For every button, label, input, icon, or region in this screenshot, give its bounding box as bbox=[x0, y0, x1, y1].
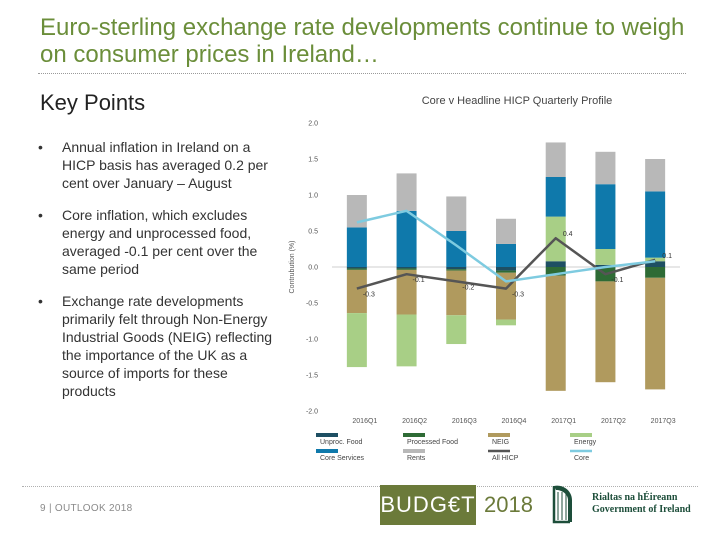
x-tick-label: 2016Q4 bbox=[502, 418, 527, 425]
legend-swatch bbox=[403, 449, 425, 453]
bar-segment-rents bbox=[446, 196, 467, 231]
legend-label: Core Services bbox=[320, 455, 364, 462]
legend-label: Processed Food bbox=[407, 439, 458, 446]
bar-segment-neig bbox=[396, 269, 417, 315]
legend-swatch bbox=[316, 433, 338, 437]
y-tick-label: 2.0 bbox=[308, 121, 318, 128]
hicp-data-label: -0.3 bbox=[363, 292, 375, 299]
y-tick-label: 0.5 bbox=[308, 229, 318, 236]
y-tick-label: 1.0 bbox=[308, 193, 318, 200]
y-tick-label: 1.5 bbox=[308, 157, 318, 164]
bar-segment-processed-food bbox=[446, 269, 467, 271]
bar-segment-energy bbox=[595, 249, 616, 265]
bullet-annual-inflation: Annual inflation in Ireland on a HICP ba… bbox=[36, 138, 276, 192]
bar-segment-processed-food bbox=[396, 268, 417, 270]
bar-segment-neig bbox=[446, 270, 467, 316]
x-tick-label: 2017Q2 bbox=[601, 418, 626, 425]
bar-segment-unproc-food bbox=[396, 267, 417, 269]
title-divider bbox=[38, 73, 686, 74]
line-all-hicp bbox=[356, 236, 656, 290]
bar-segment-rents bbox=[396, 173, 417, 211]
bar-segment-core-services bbox=[346, 227, 367, 267]
x-tick-label: 2016Q2 bbox=[402, 418, 427, 425]
legend-swatch bbox=[403, 433, 425, 437]
legend-swatch bbox=[570, 433, 592, 437]
government-logo: Rialtas na hÉireann Government of Irelan… bbox=[548, 482, 698, 526]
bar-segment-unproc-food bbox=[496, 267, 516, 271]
legend-label: NEIG bbox=[492, 439, 509, 446]
bullet-exchange-rate: Exchange rate developments primarily fel… bbox=[36, 292, 276, 400]
bar-segment-processed-food bbox=[545, 267, 566, 276]
hicp-data-label: 0.1 bbox=[662, 253, 672, 260]
y-tick-label: -0.5 bbox=[306, 301, 318, 308]
x-tick-label: 2016Q1 bbox=[352, 418, 377, 425]
legend-label: All HICP bbox=[492, 455, 519, 462]
bar-segment-rents bbox=[595, 151, 616, 185]
bar-segment-rents bbox=[645, 159, 666, 192]
hicp-data-label: -0.2 bbox=[462, 284, 474, 291]
chart-title: Core v Headline HICP Quarterly Profile bbox=[422, 95, 613, 107]
x-tick-label: 2017Q3 bbox=[651, 418, 676, 425]
bar-segment-unproc-food bbox=[645, 261, 666, 267]
key-points-heading: Key Points bbox=[40, 90, 146, 115]
bar-segment-unproc-food bbox=[346, 267, 367, 269]
hicp-data-label: -0.1 bbox=[413, 277, 425, 284]
y-tick-label: -1.5 bbox=[306, 373, 318, 380]
bar-segment-unproc-food bbox=[446, 267, 467, 270]
bar-segment-energy bbox=[645, 257, 666, 262]
bar-segment-neig bbox=[545, 275, 566, 391]
budget-logo: BUDG€T 2018 bbox=[380, 485, 533, 525]
bar-segment-core-services bbox=[595, 184, 616, 249]
bar-segment-core-services bbox=[496, 243, 516, 267]
bar-segment-neig bbox=[595, 281, 616, 383]
gov-irish-name: Rialtas na hÉireann bbox=[592, 492, 678, 503]
bar-segment-processed-food bbox=[496, 270, 516, 273]
line-core bbox=[356, 209, 656, 283]
gov-english-name: Government of Ireland bbox=[592, 504, 691, 515]
bar-segment-rents bbox=[346, 195, 367, 228]
budget-word: BUDG€T bbox=[380, 485, 476, 525]
key-points-list: Annual inflation in Ireland on a HICP ba… bbox=[36, 138, 276, 414]
y-tick-label: -1.0 bbox=[306, 337, 318, 344]
harp-icon bbox=[552, 485, 572, 524]
bar-segment-energy bbox=[346, 313, 367, 368]
legend-label: Energy bbox=[574, 439, 597, 446]
legend-label: Unproc. Food bbox=[320, 439, 363, 446]
legend-label: Rents bbox=[407, 455, 426, 462]
legend-swatch bbox=[488, 433, 510, 437]
bar-segment-rents bbox=[496, 218, 516, 244]
y-tick-label: 0.0 bbox=[308, 265, 318, 272]
hicp-data-label: 0.4 bbox=[563, 231, 573, 238]
budget-year: 2018 bbox=[484, 492, 533, 517]
hicp-data-label: -0.3 bbox=[512, 292, 524, 299]
bar-segment-processed-food bbox=[346, 268, 367, 270]
x-tick-label: 2016Q3 bbox=[452, 418, 477, 425]
y-tick-label: -2.0 bbox=[306, 409, 318, 416]
bar-segment-core-services bbox=[446, 231, 467, 267]
hicp-data-label: -0.1 bbox=[611, 277, 623, 284]
bar-segment-core-services bbox=[545, 177, 566, 217]
bullet-core-inflation: Core inflation, which excludes energy an… bbox=[36, 206, 276, 278]
footer-divider bbox=[22, 486, 698, 487]
page-title: Euro-sterling exchange rate developments… bbox=[40, 14, 685, 68]
bar-segment-energy bbox=[396, 314, 417, 367]
bar-segment-core-services bbox=[645, 191, 666, 258]
bar-segment-unproc-food bbox=[545, 261, 566, 267]
x-tick-label: 2017Q1 bbox=[551, 418, 576, 425]
hicp-chart: Core v Headline HICP Quarterly Profile Co… bbox=[289, 95, 680, 462]
bar-segment-energy bbox=[496, 319, 516, 326]
bar-segment-neig bbox=[645, 277, 666, 390]
bar-segment-core-services bbox=[396, 210, 417, 267]
legend-label: Core bbox=[574, 455, 589, 462]
bar-segment-rents bbox=[545, 142, 566, 177]
bar-segment-neig bbox=[346, 269, 367, 314]
y-axis-label: Contrubution (%) bbox=[289, 241, 296, 294]
bar-segment-processed-food bbox=[645, 267, 666, 278]
legend-swatch bbox=[316, 449, 338, 453]
bar-segment-energy bbox=[446, 315, 467, 345]
footer-page-number: 9 | OUTLOOK 2018 bbox=[40, 503, 133, 514]
